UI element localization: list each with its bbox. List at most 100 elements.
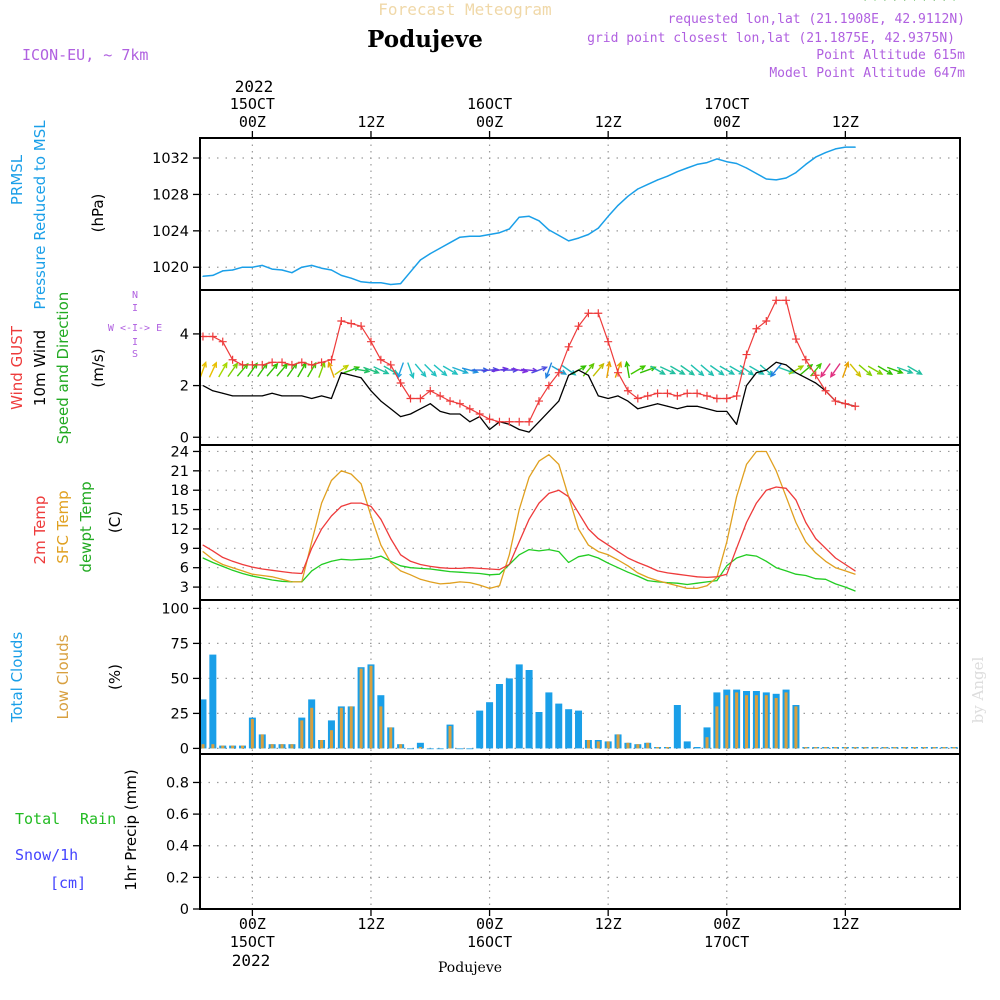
wind-arrow [276,363,288,377]
temperature-point [271,579,273,581]
wind-gust-marker [347,319,356,328]
wind-gust-marker [327,355,336,364]
wind-arrow-head [679,369,686,375]
wind-speed-point [380,400,382,402]
temperature-point [676,585,678,587]
wind-gust-marker [594,309,603,318]
wind-speed-point [558,400,560,402]
low-cloud-bar [824,747,828,749]
wind-gust-marker [742,350,751,359]
watermark: by Angel [969,656,987,723]
wind-arrow [491,368,508,373]
low-cloud-bar [833,747,837,749]
wind-arrow [887,366,903,374]
temperature-point [578,556,580,558]
temperature-point [894,0,896,1]
temperature-point [627,571,629,573]
temperature-point [864,0,866,1]
pressure-point [617,204,619,206]
wind-arrow-head [738,369,745,375]
temperature-point [202,544,204,546]
wind-gust-marker [406,394,415,403]
wind-arrow-head [560,369,568,375]
wind-gust-marker [604,337,613,346]
temperature-point [400,565,402,567]
low-cloud-bar [932,747,936,749]
temperature-point [261,568,263,570]
temperature-point [489,568,491,570]
low-cloud-bar [922,747,926,749]
wind-speed-point [657,403,659,405]
temperature-point [884,0,886,1]
pressure-point [775,179,777,181]
wind-arrow-head [728,369,736,375]
wind-speed-point [241,395,243,397]
y-tick-label: 21 [171,464,189,480]
wind-gust-marker [366,337,375,346]
temperature-point [844,570,846,572]
temperature-point [795,499,797,501]
temperature-point [578,512,580,514]
wind-gust-marker [643,391,652,400]
x-tick-label-bottom: 12Z [832,915,859,933]
y-tick-label: 100 [161,601,189,617]
pressure-point [350,277,352,279]
temperature-point [716,576,718,578]
temperature-point [765,450,767,452]
faded-title: Forecast Meteogram [378,0,551,19]
pressure-point [409,271,412,273]
temperature-point [370,505,372,507]
pressure-point [281,269,283,271]
temperature-point [558,489,560,491]
wind-speed-point [429,403,431,405]
temperature-point [212,562,214,564]
wind-arrow [461,367,478,373]
wind-arrow-head [327,361,333,368]
low-cloud-bar [359,668,363,749]
wind-arrow-head [363,367,371,374]
temperature-point [340,470,342,472]
total-label: Total [15,810,60,828]
temperature-point [558,551,560,553]
wind-gust-marker [228,355,237,364]
compass-bar: I [132,303,138,314]
wind-arrow-head [430,370,438,377]
temperature-point [419,578,421,580]
wind-gust-marker [238,360,247,369]
wind-speed-point [360,377,362,379]
low-cloud-bar [399,744,403,749]
pressure-point [232,269,234,271]
pressure-point [726,161,728,163]
temperature-point [360,558,362,560]
temperature-point [696,576,698,578]
temperature-point [400,570,402,572]
temperature-point [518,541,520,543]
wind-arrow [719,365,735,375]
temperature-point [410,567,412,569]
wind-gust-marker [722,394,731,403]
temperature-point [370,558,372,560]
low-cloud-bar [379,706,383,749]
wind-gust-marker [297,358,306,367]
low-cloud-bar [754,695,758,749]
temperature-point [380,555,382,557]
wind-speed-point [686,405,688,407]
wind-gust-marker [801,355,810,364]
wind-arrow [545,362,553,378]
wind-gust-marker [623,386,632,395]
y-tick-label: 3 [180,580,189,596]
wind-arrow-head [580,365,587,371]
temperature-point [498,585,500,587]
wind-arrow [511,368,528,373]
temperature-point [953,0,955,1]
temperature-point [755,555,757,557]
pressure-point [449,242,451,244]
wind-arrow-head [876,369,884,375]
temperature-point [390,562,392,564]
wind-gust-marker [663,389,672,398]
pressure-point [488,233,491,236]
wind-gust-marker [525,417,534,426]
wind-gust-marker [574,322,583,331]
plot-frame [199,137,961,910]
x-tick-label-top: 12Z [595,113,622,131]
